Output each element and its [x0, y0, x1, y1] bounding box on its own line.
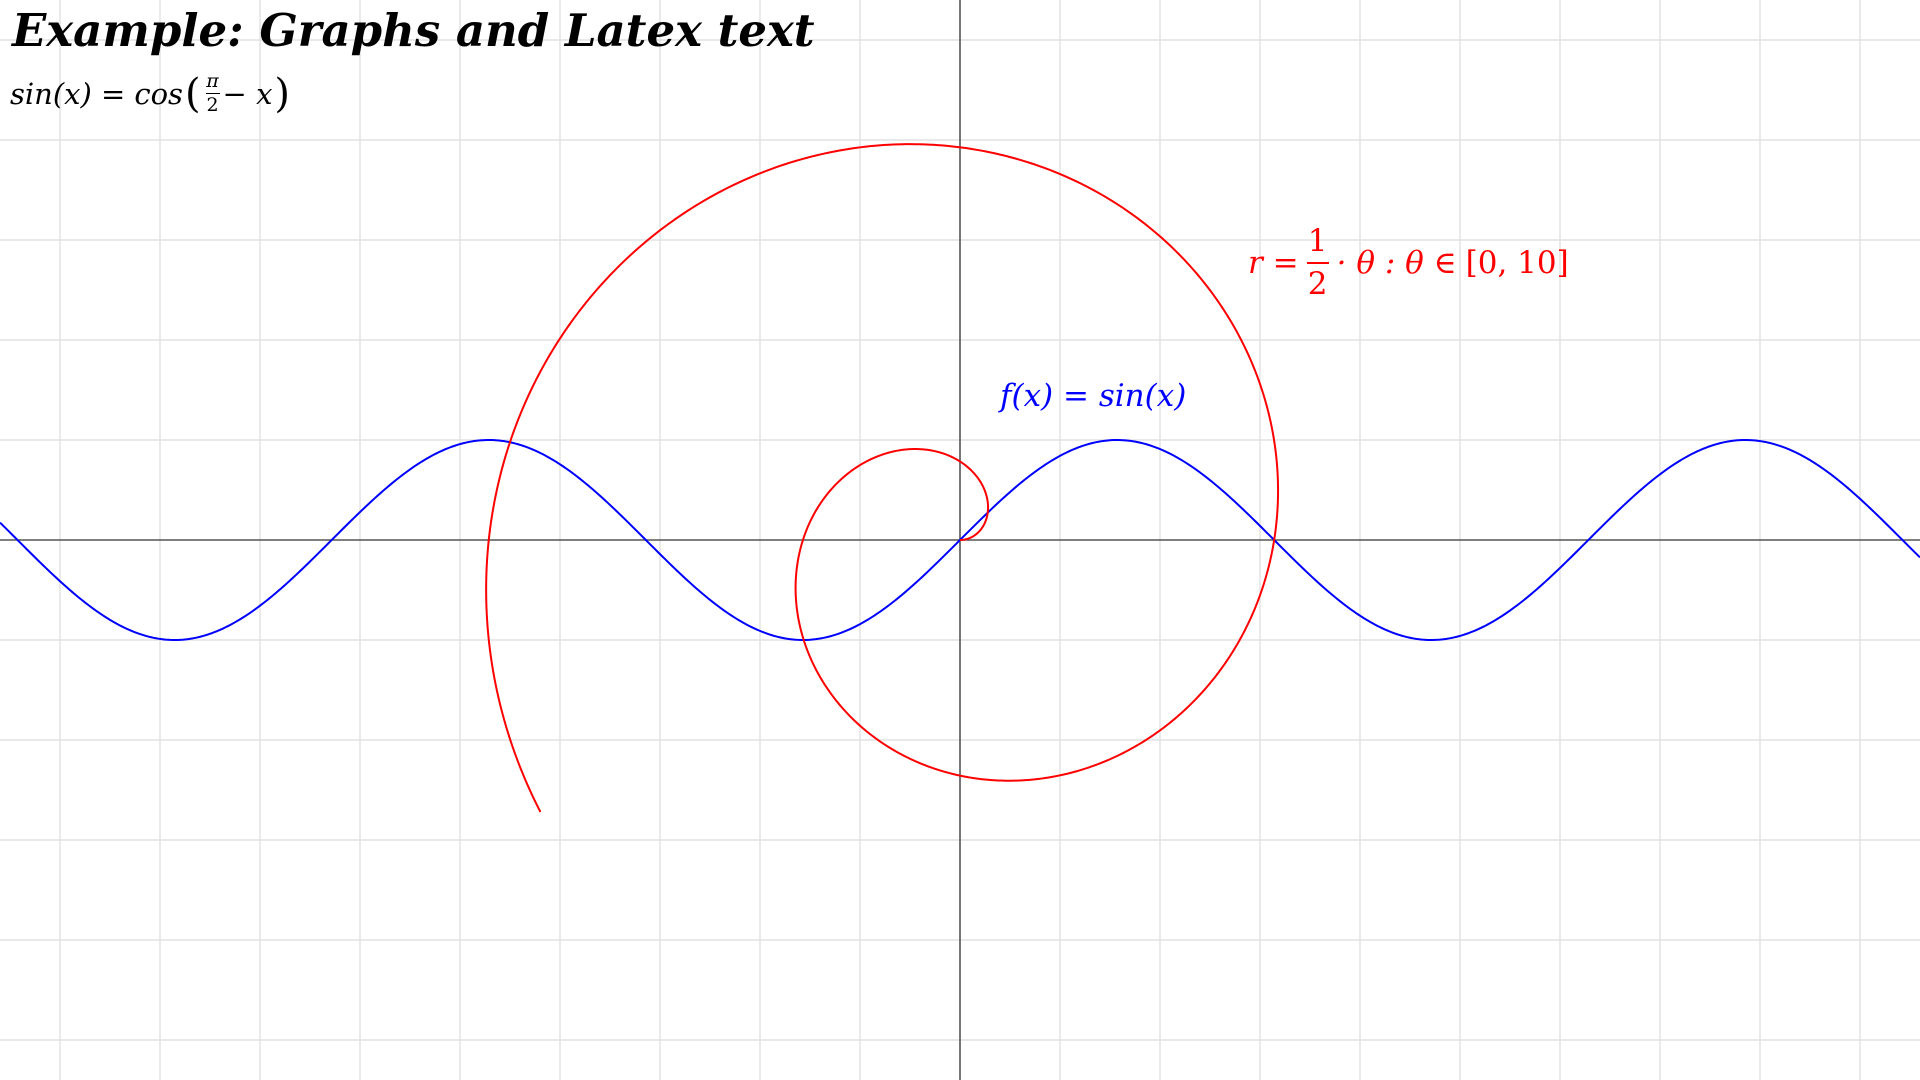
spiral-frac-num: 1 — [1307, 223, 1328, 259]
identity-lhs: sin(x) = — [10, 76, 126, 111]
identity-frac-num: π — [206, 70, 219, 92]
spiral-function-label[interactable]: r = 1 2 · θ : θ ∈ [0, 10] — [1248, 226, 1569, 300]
sine-label-text: f(x) = sin(x) — [1000, 378, 1187, 414]
spiral-curve[interactable] — [485, 143, 1280, 813]
spiral-frac-den: 2 — [1307, 266, 1328, 302]
sine-function-label[interactable]: f(x) = sin(x) — [1000, 378, 1186, 414]
trig-identity-text: sin(x) = cos ( π 2 − x ) — [10, 70, 291, 117]
spiral-label-fraction: 1 2 — [1306, 223, 1329, 302]
spiral-label-lhs: r = — [1248, 245, 1299, 281]
page-title: Example: Graphs and Latex text — [12, 4, 815, 57]
identity-fraction: π 2 — [205, 70, 220, 116]
identity-rest: − x — [222, 76, 273, 111]
spiral-label-interval: [0, 10] — [1465, 245, 1569, 281]
identity-frac-den: 2 — [206, 94, 219, 116]
identity-fn: cos — [134, 76, 183, 111]
spiral-label-rest: · θ : θ ∈ — [1336, 245, 1457, 281]
